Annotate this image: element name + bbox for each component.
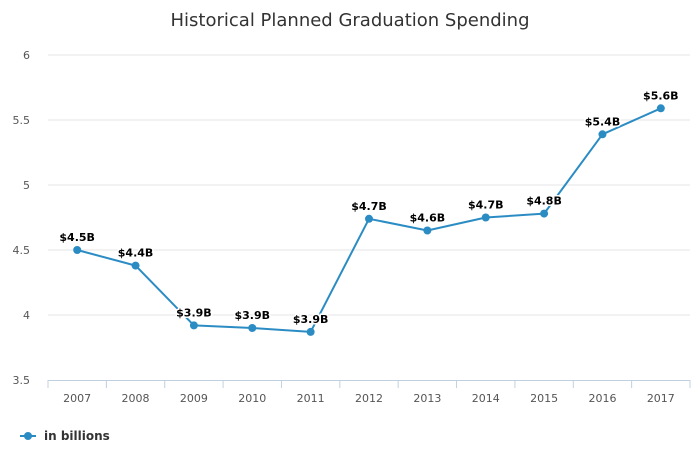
data-point[interactable] (423, 226, 432, 235)
data-point[interactable] (248, 324, 257, 332)
y-tick-label: 4 (23, 309, 30, 322)
data-label: $3.9B (235, 309, 271, 322)
legend-label[interactable]: in billions (44, 429, 110, 443)
series-line: $4.5B $4.4B $3.9B $3.9B $3.9B $4.7B $4.6B $4.7B… (58, 88, 680, 336)
data-label: $4.7B (468, 199, 504, 212)
data-point[interactable] (189, 321, 198, 330)
data-label: $4.8B (526, 195, 562, 208)
x-axis: 2007 2008 2009 2010 2011 2012 2013 2014 2015 2016… (47, 380, 691, 405)
data-label: $5.4B (585, 115, 621, 128)
x-tick-label: 2010 (238, 392, 266, 405)
data-label: $3.9B (176, 306, 212, 319)
data-point[interactable] (598, 130, 607, 139)
x-tick-label: 2014 (472, 392, 500, 405)
y-tick-label: 6 (23, 49, 30, 62)
data-point[interactable] (306, 327, 315, 336)
data-point[interactable] (73, 246, 82, 254)
data-label: $4.4B (118, 247, 154, 260)
x-tick-label: 2015 (530, 392, 558, 405)
x-tick-label: 2007 (63, 392, 91, 405)
grid-lines (48, 54, 690, 316)
x-tick-label: 2011 (297, 392, 325, 405)
x-tick-label: 2013 (413, 392, 441, 405)
data-label: $4.7B (351, 200, 387, 213)
chart-title: Historical Planned Graduation Spending (171, 10, 530, 31)
data-label: $3.9B (293, 313, 329, 326)
data-label: $4.6B (410, 212, 446, 225)
y-tick-label: 5 (23, 179, 30, 192)
data-label: $5.6B (643, 89, 679, 102)
data-point[interactable] (365, 214, 373, 223)
x-tick-label: 2016 (588, 392, 616, 405)
y-tick-label: 4.5 (13, 244, 31, 257)
data-point[interactable] (131, 261, 140, 270)
y-tick-label: 5.5 (13, 114, 31, 127)
data-point[interactable] (481, 213, 490, 222)
legend[interactable]: in billions (20, 429, 110, 443)
data-point[interactable] (540, 209, 549, 218)
x-tick-label: 2012 (355, 392, 383, 405)
x-tick-label: 2017 (647, 392, 675, 405)
data-label: $4.5B (59, 231, 95, 244)
x-tick-label: 2009 (180, 392, 208, 405)
legend-marker (24, 432, 32, 440)
data-point[interactable] (656, 104, 665, 113)
y-axis-ticks: 3.5 4 4.5 5 5.5 6 (13, 49, 31, 387)
x-tick-label: 2008 (122, 392, 150, 405)
y-tick-label: 3.5 (13, 374, 31, 387)
